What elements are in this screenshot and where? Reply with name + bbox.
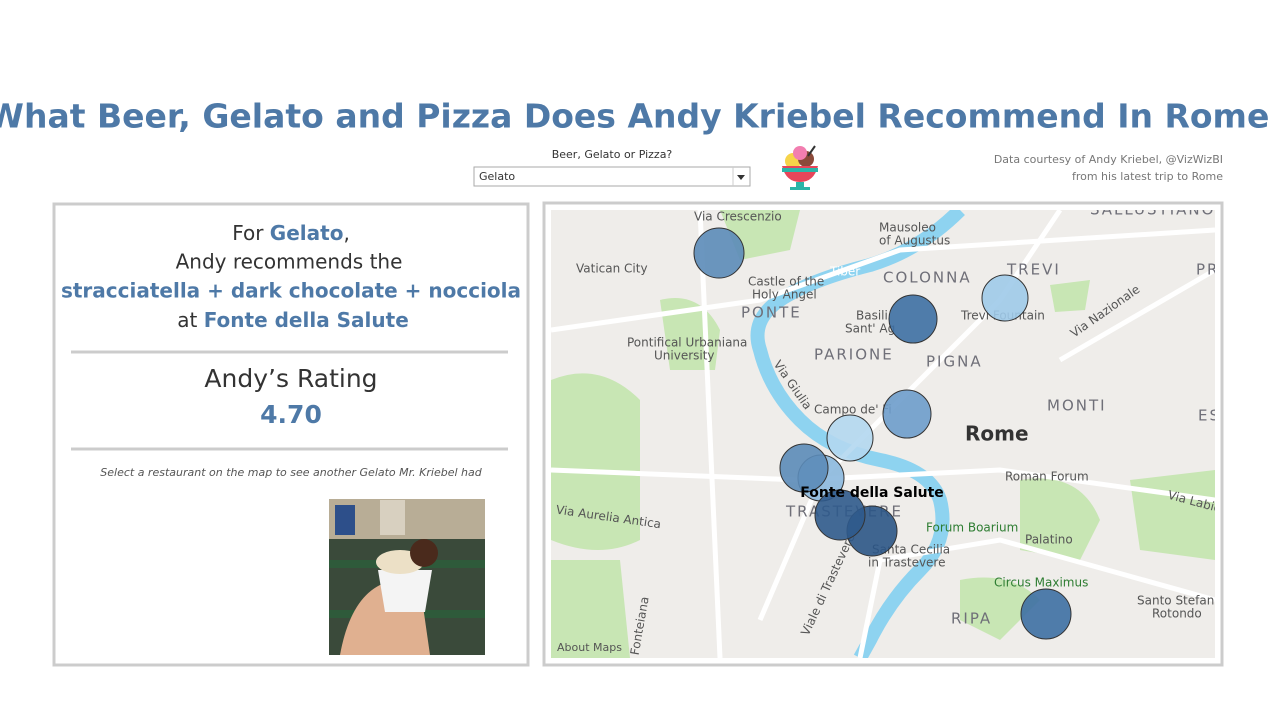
restaurant[interactable] — [1020, 588, 1072, 640]
dropdown[interactable]: Gelato — [473, 166, 751, 187]
map-label: of Augustus — [879, 234, 950, 248]
hint: Select a restaurant on the map to see an… — [100, 466, 482, 479]
map-label: Forum Boarium — [926, 521, 1018, 535]
map-label: Roman Forum — [1005, 470, 1089, 484]
place: Fonte della Salute — [204, 308, 409, 332]
map-label: Rome — [965, 422, 1029, 446]
map-label: ES — [1198, 407, 1221, 425]
map-label: COLONNA — [883, 269, 972, 287]
rec-line: For Gelato, — [232, 221, 350, 245]
map-label: Sant' Ag — [845, 322, 895, 336]
map-label: University — [654, 349, 715, 363]
text: For — [232, 221, 264, 245]
map-label: Santo Stefano — [1137, 594, 1222, 608]
map-label: MONTI — [1047, 397, 1107, 415]
map-label: PR — [1196, 261, 1219, 279]
map-label: Pontifical Urbaniana — [627, 336, 747, 350]
map-label: SALLUSTIANO — [1090, 201, 1215, 219]
credit: Data courtesy of Andy Kriebel, @VizWizBI — [994, 153, 1223, 166]
map-label: Tiber — [829, 265, 860, 279]
map-label: PIGNA — [926, 353, 983, 371]
dropdown-value[interactable]: Gelato — [479, 170, 515, 183]
restaurant[interactable] — [981, 274, 1029, 322]
rating: 4.70 — [260, 400, 322, 429]
map-label: Circus Maximus — [994, 576, 1088, 590]
map: Via Crescenzio Mausoleo of Augustus SALL… — [551, 201, 1222, 658]
map-label: in Trastevere — [868, 556, 945, 570]
restaurant[interactable] — [882, 389, 932, 439]
flavor: stracciatella + dark chocolate + nocciol… — [61, 279, 521, 303]
map-label: Palatino — [1025, 533, 1073, 547]
map-label: Basili — [856, 309, 888, 323]
dropdown-box[interactable] — [473, 166, 751, 187]
restaurant[interactable] — [779, 443, 829, 493]
restaurant[interactable] — [888, 294, 938, 344]
map-label: PARIONE — [814, 346, 894, 364]
restaurant[interactable] — [693, 227, 745, 279]
filter-label: Beer, Gelato or Pizza? — [552, 148, 673, 161]
text: at — [177, 308, 197, 332]
restaurant[interactable] — [826, 414, 874, 462]
attribution[interactable]: About Maps — [557, 641, 622, 654]
map-label: Castle of the — [748, 275, 824, 289]
category: Gelato — [270, 221, 344, 245]
map-label: Via Crescenzio — [694, 210, 782, 224]
sundae-icon — [782, 145, 818, 190]
map-label: Vatican City — [576, 262, 648, 276]
map-label: Holy Angel — [752, 288, 817, 302]
rec-line: at Fonte della Salute — [177, 308, 409, 332]
title: What Beer, Gelato and Pizza Does Andy Kr… — [0, 97, 1271, 136]
dropdown-arrow[interactable] — [737, 175, 745, 180]
credit: from his latest trip to Rome — [1072, 170, 1223, 183]
text: , — [343, 221, 349, 245]
map-label: Mausoleo — [879, 221, 936, 235]
rating-label: Andy’s Rating — [204, 364, 377, 393]
gelato-photo — [329, 499, 485, 655]
map-label: RIPA — [951, 610, 992, 628]
restaurant[interactable] — [814, 489, 866, 541]
rec-line: Andy recommends the — [176, 250, 403, 274]
selected-label: Fonte della Salute — [800, 485, 944, 501]
map-label: Rotondo — [1152, 607, 1202, 621]
map-label: TREVI — [1006, 261, 1061, 279]
map-label: PONTE — [741, 304, 802, 322]
map-label: Campo de' Fi — [814, 403, 892, 417]
